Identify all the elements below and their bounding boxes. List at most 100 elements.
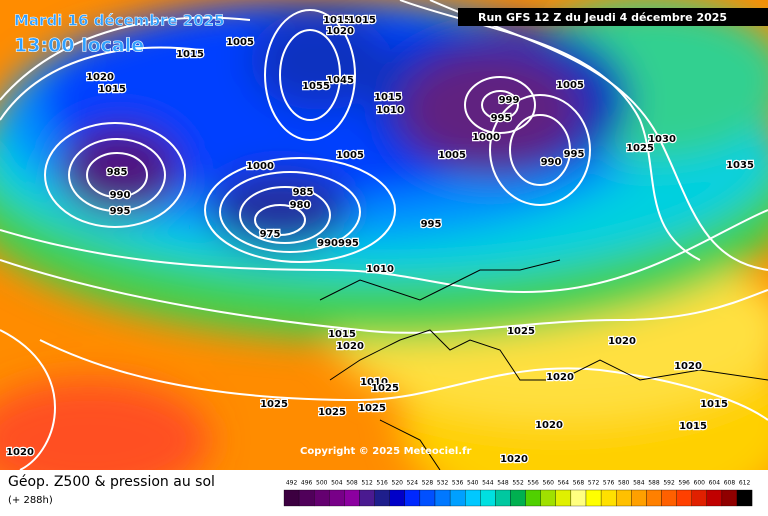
coastlines bbox=[319, 259, 768, 470]
scale-label: 508 bbox=[346, 480, 358, 487]
scale-label: 556 bbox=[527, 480, 539, 487]
footer-title: Géop. Z500 & pression au sol bbox=[8, 474, 215, 490]
isobar-label: 990 bbox=[110, 190, 131, 201]
isobar-label: 1000 bbox=[472, 132, 500, 143]
scale-swatch bbox=[344, 489, 360, 507]
scale-swatch bbox=[676, 489, 692, 507]
isobar-label: 990 bbox=[541, 157, 562, 168]
isobar-label: 1025 bbox=[507, 326, 535, 337]
isobar-label: 1005 bbox=[336, 150, 364, 161]
isobar-label: 1055 bbox=[302, 81, 330, 92]
scale-label: 592 bbox=[663, 480, 675, 487]
scale-label: 584 bbox=[633, 480, 645, 487]
scale-label: 504 bbox=[331, 480, 343, 487]
scale-label: 536 bbox=[452, 480, 464, 487]
scale-swatch bbox=[585, 489, 602, 507]
isobar-label: 1020 bbox=[546, 372, 574, 383]
isobar-label: 1020 bbox=[6, 447, 34, 458]
time-label: 13:00 locale bbox=[14, 35, 144, 57]
isobar-label: 975 bbox=[260, 229, 281, 240]
isobar-label: 995 bbox=[491, 113, 512, 124]
scale-label: 580 bbox=[618, 480, 630, 487]
scale-swatch bbox=[631, 489, 647, 507]
scale-label: 540 bbox=[467, 480, 479, 487]
isobar-label: 1015 bbox=[679, 421, 707, 432]
scale-swatch bbox=[616, 489, 632, 507]
isobar-label: 1005 bbox=[226, 37, 254, 48]
isobar-label: 1020 bbox=[535, 420, 563, 431]
scale-swatch bbox=[495, 489, 511, 507]
date-label: Mardi 16 décembre 2025 bbox=[14, 12, 225, 30]
isobar-label: 990995 bbox=[317, 238, 359, 249]
isobar-label: 1005 bbox=[556, 80, 584, 91]
scale-label: 588 bbox=[648, 480, 660, 487]
isobar-label: 1015 bbox=[328, 329, 356, 340]
isobar-label: 1025 bbox=[318, 407, 346, 418]
isobar-label: 1010 bbox=[366, 264, 394, 275]
scale-swatch bbox=[283, 489, 300, 507]
scale-swatch bbox=[525, 489, 541, 507]
scale-swatch bbox=[555, 489, 572, 507]
scale-swatch bbox=[298, 489, 315, 507]
scale-swatch bbox=[540, 489, 556, 507]
scale-swatch bbox=[480, 489, 496, 507]
run-label: Run GFS 12 Z du Jeudi 4 décembre 2025 bbox=[478, 11, 727, 24]
scale-swatch bbox=[404, 489, 421, 507]
isobar-label: 1015 bbox=[98, 84, 126, 95]
isobar-label: 1015 bbox=[176, 49, 204, 60]
scale-label: 496 bbox=[301, 480, 313, 487]
copyright: Copyright © 2025 Meteociel.fr bbox=[300, 446, 471, 457]
scale-label: 608 bbox=[724, 480, 736, 487]
isobar-label: 1015 bbox=[323, 15, 351, 26]
scale-swatch bbox=[736, 489, 753, 507]
isobar-label: 1020 bbox=[608, 336, 636, 347]
isobar-label: 1000 bbox=[246, 161, 274, 172]
scale-swatch bbox=[646, 489, 662, 507]
isobar-label: 1020 bbox=[336, 341, 364, 352]
scale-label: 568 bbox=[573, 480, 585, 487]
scale-swatch bbox=[329, 489, 345, 507]
isobar-label: 1035 bbox=[726, 160, 754, 171]
scale-swatch bbox=[510, 489, 526, 507]
isobar-label: 999 bbox=[499, 95, 520, 106]
scale-swatch bbox=[389, 489, 405, 507]
scale-label: 512 bbox=[361, 480, 373, 487]
isobar-label: 980 bbox=[290, 200, 311, 211]
isobar-label: 1020 bbox=[326, 26, 354, 37]
scale-swatch bbox=[465, 489, 481, 507]
isobar-label: 1020 bbox=[500, 454, 528, 465]
scale-swatch bbox=[449, 489, 466, 507]
scale-swatch bbox=[570, 489, 587, 507]
scale-label: 572 bbox=[588, 480, 600, 487]
isobar-label: 1020 bbox=[674, 361, 702, 372]
scale-label: 552 bbox=[512, 480, 524, 487]
isobars bbox=[0, 0, 768, 470]
isobar-label: 1025 bbox=[626, 143, 654, 154]
color-scale: 492 496 500 504 508 512 516 520 524 528 532 536 540 5… bbox=[283, 480, 753, 507]
scale-label: 532 bbox=[437, 480, 449, 487]
scale-label: 596 bbox=[678, 480, 690, 487]
isobar-label: 985 bbox=[107, 167, 128, 178]
scale-swatch bbox=[374, 489, 390, 507]
scale-label: 500 bbox=[316, 480, 328, 487]
isobar-label: 1005 bbox=[438, 150, 466, 161]
isobar-label: 1025 bbox=[358, 403, 386, 414]
isobar-label: 1010 bbox=[376, 105, 404, 116]
isobar-label: 1015 bbox=[700, 399, 728, 410]
isobar-label: 1025 bbox=[260, 399, 288, 410]
scale-label: 492 bbox=[286, 480, 298, 487]
isobar-label: 1015 bbox=[374, 92, 402, 103]
scale-label: 604 bbox=[709, 480, 721, 487]
isobar-label: 1030 bbox=[648, 134, 676, 145]
isobar-label: 1045 bbox=[326, 75, 354, 86]
isobar-label: 985 bbox=[293, 187, 314, 198]
scale-label: 520 bbox=[392, 480, 404, 487]
scale-label: 600 bbox=[694, 480, 706, 487]
isobar-label: 1020 bbox=[86, 72, 114, 83]
scale-label: 528 bbox=[422, 480, 434, 487]
scale-swatch bbox=[661, 489, 677, 507]
footer-lead: (+ 288h) bbox=[8, 495, 53, 506]
isobar-label: 1025 bbox=[371, 383, 399, 394]
